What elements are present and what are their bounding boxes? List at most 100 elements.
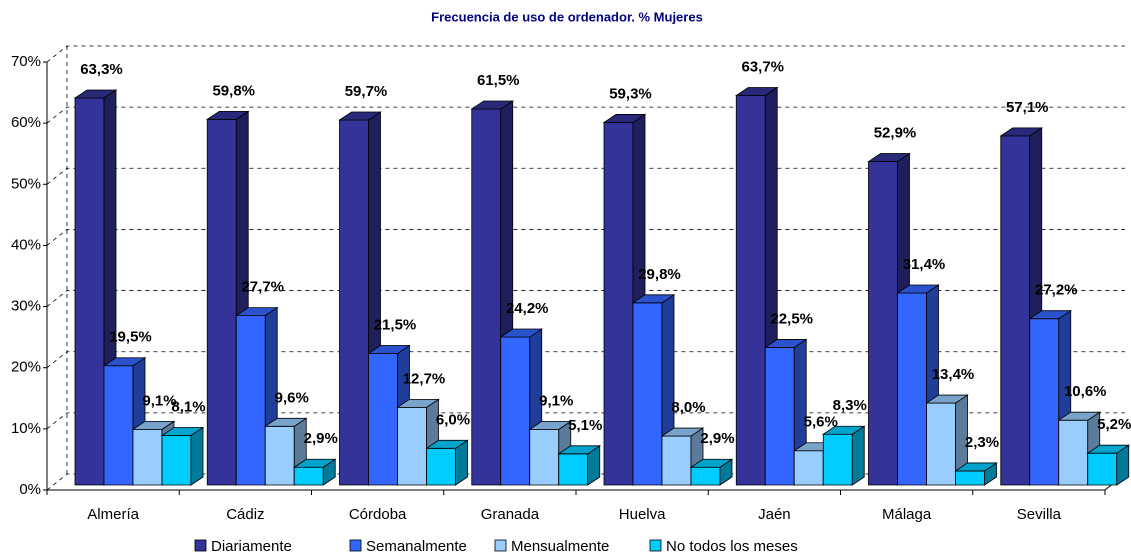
bar-front — [735, 95, 766, 486]
data-label: 8,0% — [671, 399, 705, 416]
bar-top — [660, 427, 705, 437]
bar-front — [235, 315, 266, 486]
bar-top — [763, 339, 808, 348]
x-tick-label: Jaén — [758, 506, 791, 523]
data-label: 29,8% — [638, 266, 681, 283]
data-label: 63,7% — [741, 58, 784, 75]
bar-top — [821, 425, 866, 435]
data-label: 31,4% — [903, 256, 946, 273]
bar-top — [734, 87, 779, 96]
bar-top — [470, 100, 515, 110]
bar-front — [926, 402, 956, 486]
bar-front — [426, 447, 456, 486]
bar-top — [425, 439, 469, 449]
x-tick-label: Málaga — [882, 506, 932, 523]
data-label: 2,9% — [304, 430, 338, 447]
bar-top — [1057, 411, 1102, 421]
bar-top — [867, 153, 911, 162]
data-label: 52,9% — [874, 125, 917, 142]
data-label: 13,4% — [932, 366, 975, 383]
y-tick-label: 10% — [11, 420, 41, 437]
y-tick-label: 70% — [11, 53, 41, 70]
data-label: 9,1% — [142, 392, 176, 409]
bar-top — [499, 328, 544, 338]
bar — [557, 445, 602, 486]
bar-top — [1028, 310, 1073, 320]
data-label: 59,8% — [212, 82, 255, 99]
bar-side — [851, 425, 865, 486]
bar — [925, 394, 969, 486]
data-label: 8,1% — [171, 398, 205, 415]
data-label: 59,3% — [609, 85, 652, 102]
data-label: 10,6% — [1064, 383, 1107, 400]
bar — [954, 462, 998, 486]
bar-front — [793, 450, 824, 486]
bar — [425, 439, 469, 486]
x-tick-label: Granada — [481, 506, 540, 523]
bar-top — [528, 420, 573, 430]
bar-front — [661, 435, 692, 486]
bar-top — [689, 458, 734, 468]
y-tick-label: 20% — [11, 359, 41, 376]
y-tick-label: 0% — [19, 481, 41, 498]
x-tick-label: Córdoba — [349, 506, 407, 523]
data-label: 9,1% — [539, 392, 573, 409]
data-label: 2,9% — [700, 430, 734, 447]
x-tick-label: Sevilla — [1017, 506, 1062, 523]
y-tick-label: 30% — [11, 298, 41, 315]
bar — [470, 100, 515, 486]
bar-front — [764, 347, 795, 486]
data-label: 19,5% — [109, 329, 152, 346]
data-label: 5,1% — [568, 417, 602, 434]
bar-front — [264, 425, 295, 486]
bar-front — [339, 119, 369, 486]
data-label: 57,1% — [1006, 99, 1049, 116]
bar-front — [632, 302, 663, 486]
data-label: 61,5% — [477, 72, 520, 89]
y-tick-label: 50% — [11, 175, 41, 192]
legend-swatch — [649, 539, 662, 552]
data-label: 5,6% — [804, 414, 838, 431]
bar-top — [102, 357, 147, 367]
legend-label: Semanalmente — [366, 538, 467, 555]
bar — [234, 306, 279, 486]
bar-front — [132, 428, 163, 486]
bar — [821, 425, 866, 486]
bar-front — [822, 433, 853, 486]
bar-top — [925, 394, 969, 404]
x-tick-label: Almería — [87, 506, 139, 523]
bar-front — [897, 292, 927, 486]
data-label: 21,5% — [374, 317, 417, 334]
bar-top — [292, 458, 337, 468]
bar-top — [999, 127, 1044, 137]
data-label: 27,2% — [1035, 282, 1078, 299]
bar-front — [471, 108, 502, 486]
bar-top — [954, 462, 998, 472]
data-label: 9,6% — [275, 389, 309, 406]
data-label: 59,7% — [345, 83, 388, 100]
x-tick-label: Huelva — [619, 506, 666, 523]
bar-front — [103, 365, 134, 486]
data-label: 8,3% — [833, 397, 867, 414]
bar — [263, 417, 308, 486]
legend-swatch — [349, 539, 362, 552]
bar-front — [368, 353, 398, 486]
bar-top — [557, 445, 602, 455]
y-tick-label: 60% — [11, 114, 41, 131]
bar-side — [190, 426, 204, 486]
back-wall — [67, 46, 1125, 474]
bar-front — [1029, 318, 1060, 486]
bar-front — [397, 406, 427, 486]
bar-top — [263, 417, 308, 427]
bar-top — [631, 294, 676, 304]
bar-front — [690, 466, 721, 486]
data-label: 27,7% — [241, 279, 284, 296]
bar-top — [896, 284, 940, 294]
data-label: 5,2% — [1097, 416, 1131, 433]
legend-swatch — [494, 539, 507, 552]
chart-title: Frecuencia de uso de ordenador. % Mujere… — [431, 9, 703, 24]
bar-top — [73, 89, 118, 99]
data-label: 2,3% — [965, 434, 999, 451]
bar-front — [74, 97, 105, 486]
